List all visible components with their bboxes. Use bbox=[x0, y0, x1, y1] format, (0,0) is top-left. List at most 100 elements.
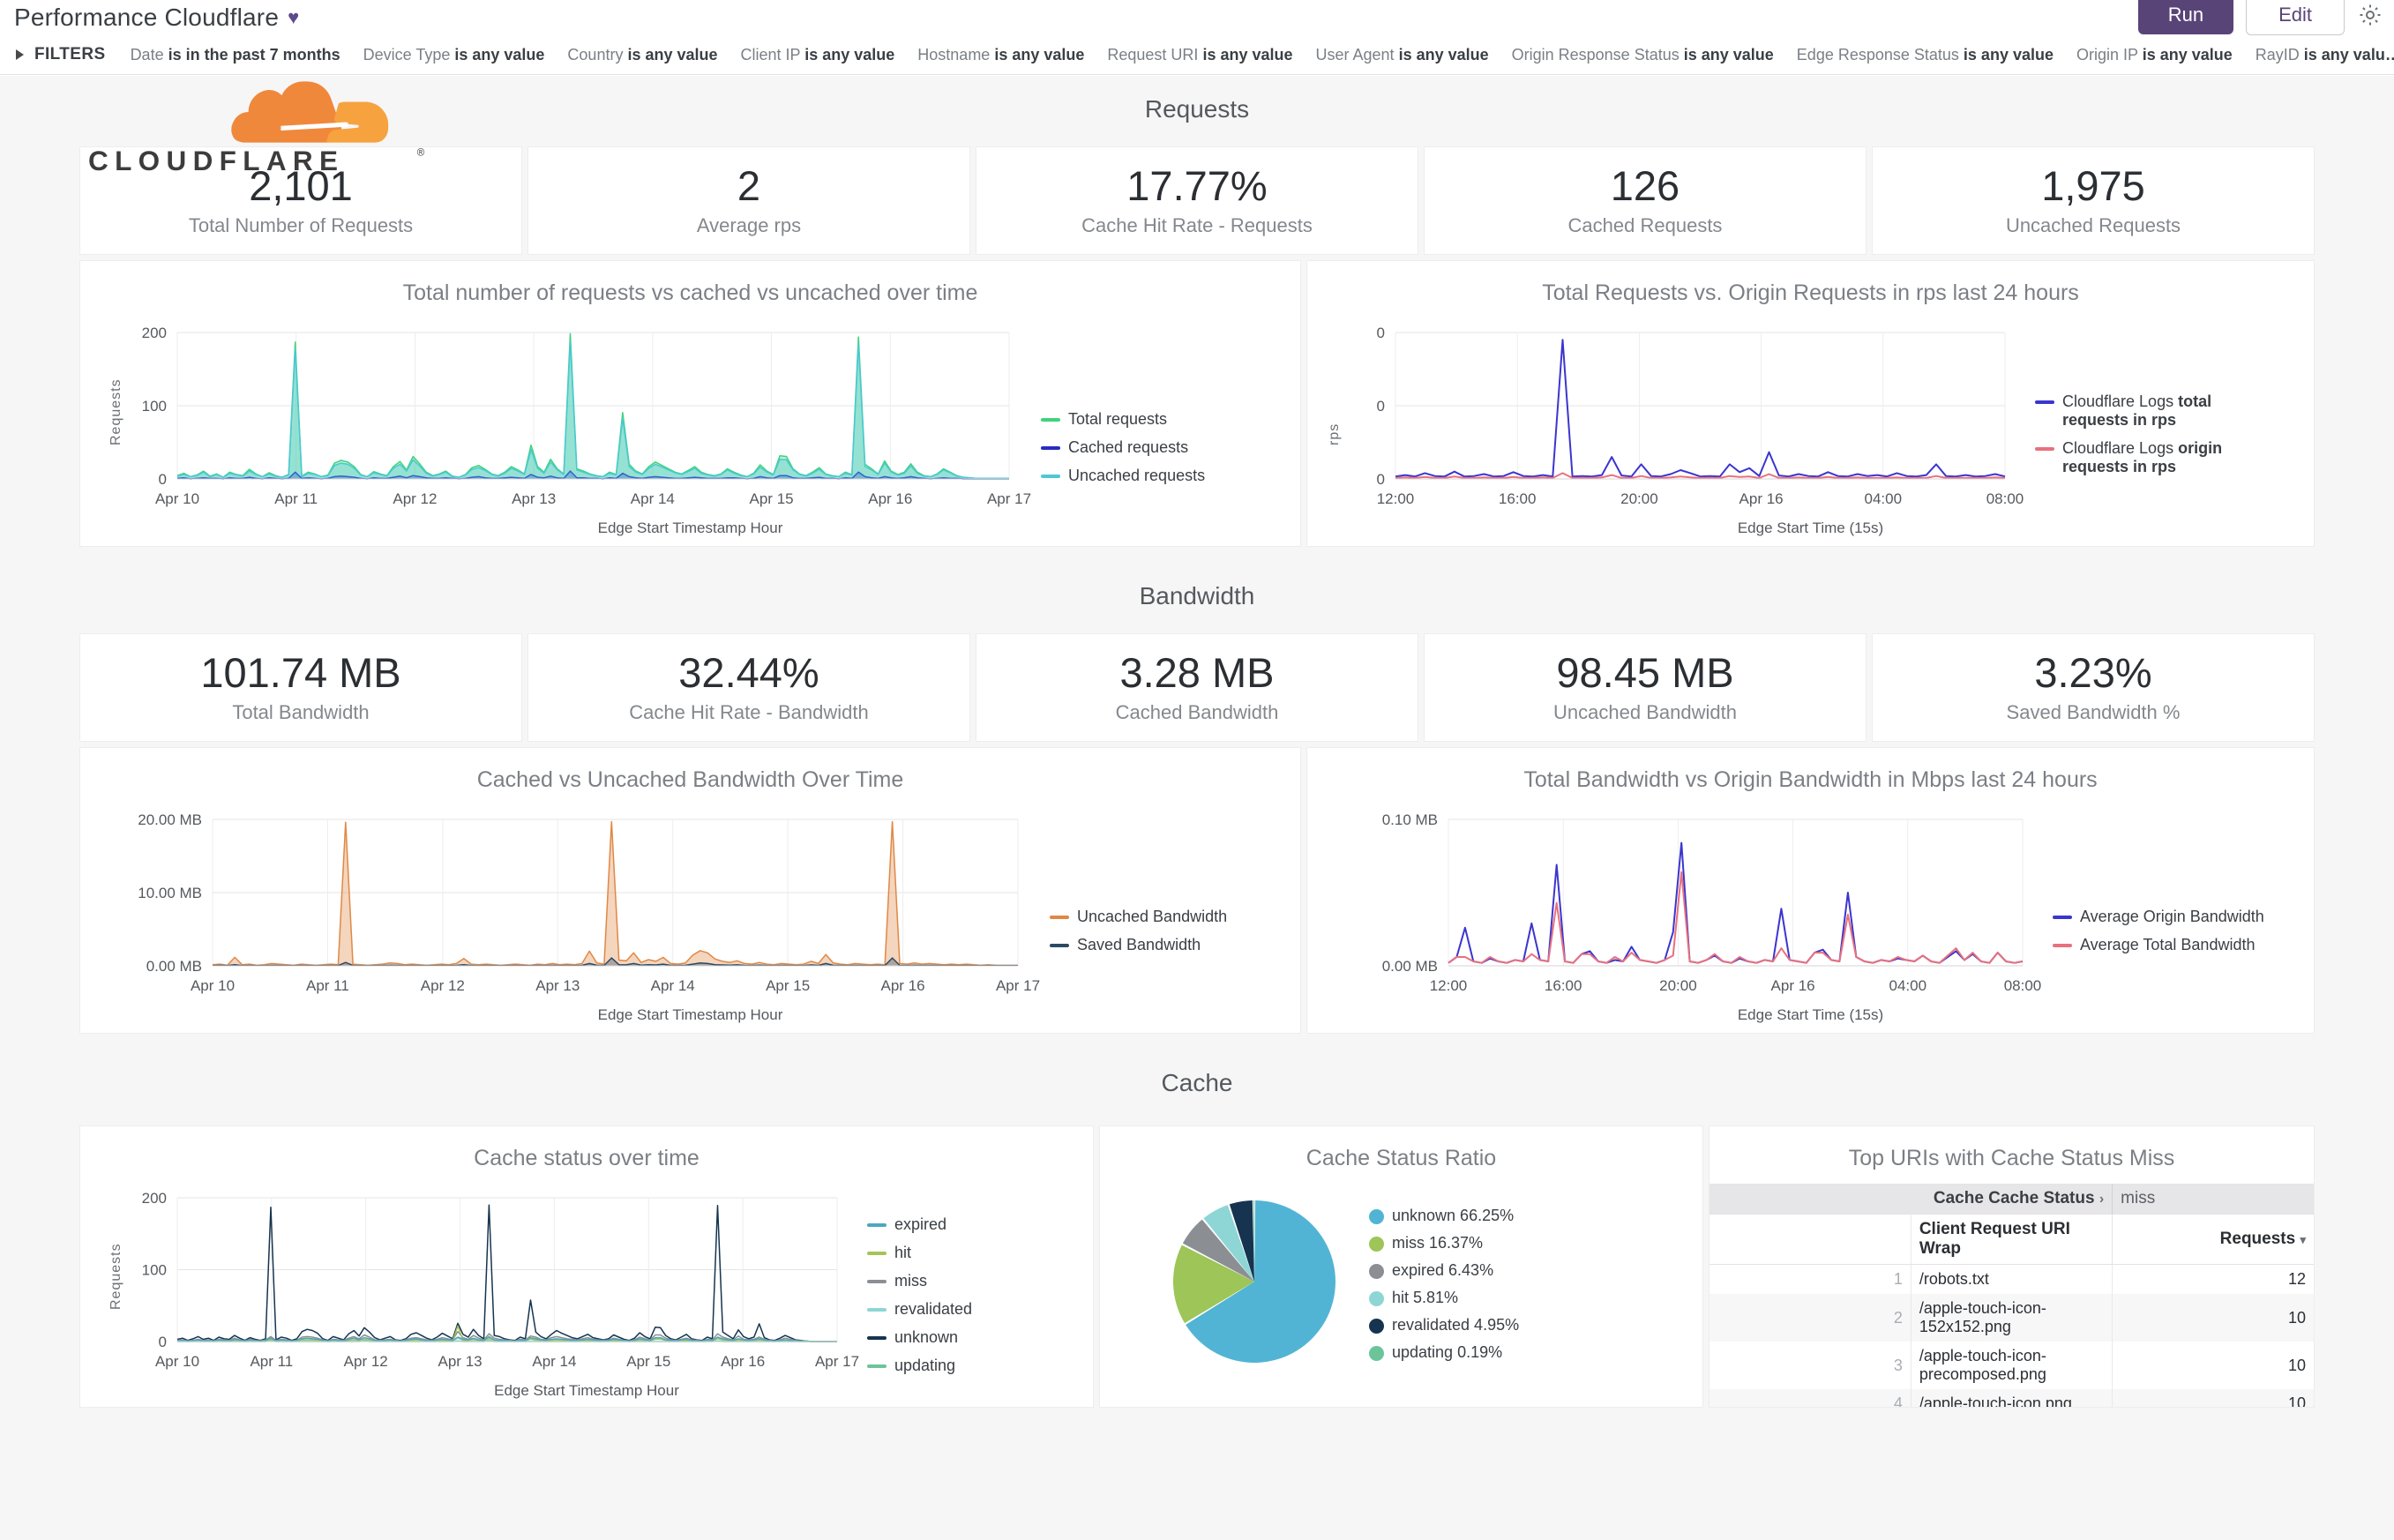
legend-label: Average Total Bandwidth bbox=[2080, 936, 2256, 953]
legend-swatch bbox=[2035, 447, 2054, 451]
row-index: 1 bbox=[1709, 1264, 1911, 1294]
run-button[interactable]: Run bbox=[2137, 0, 2234, 34]
svg-text:Apr 16: Apr 16 bbox=[1771, 977, 1815, 994]
table-group-header[interactable]: Cache Cache Status › bbox=[1709, 1184, 2113, 1215]
panel-requests-vs-origin[interactable]: Total Requests vs. Origin Requests in rp… bbox=[1306, 260, 2315, 547]
requests-kpi-tile[interactable]: 17.77% Cache Hit Rate - Requests bbox=[976, 146, 1418, 255]
filter-item[interactable]: Device Type is any value bbox=[363, 45, 545, 64]
panel-top-uris[interactable]: Top URIs with Cache Status Miss Cache Ca… bbox=[1709, 1125, 2315, 1408]
svg-text:0: 0 bbox=[1377, 398, 1385, 415]
legend-swatch bbox=[1041, 475, 1060, 478]
legend-item[interactable]: miss bbox=[867, 1272, 1061, 1290]
table-header-requests[interactable]: Requests ▾ bbox=[2112, 1214, 2314, 1265]
chart-bandwidth-vs-origin[interactable]: 0.00 MB 0.10 MB 12:00 16:00 20:00 Apr 16 04:00… bbox=[1307, 793, 2314, 1029]
edit-button[interactable]: Edit bbox=[2246, 0, 2345, 35]
table-row[interactable]: 2/apple-touch-icon-152x152.png 10 bbox=[1709, 1294, 2314, 1342]
panel-cache-status-ratio[interactable]: Cache Status Ratio unknown 66.25% miss 16… bbox=[1099, 1125, 1703, 1408]
legend-label: hit bbox=[894, 1244, 912, 1261]
filter-item[interactable]: Origin IP is any value bbox=[2076, 45, 2233, 64]
chart-bandwidth-over-time[interactable]: 0.00 MB 10.00 MB 20.00 MB Apr 10 Apr 11 Apr 1… bbox=[80, 793, 1300, 1029]
requests-kpi-tile[interactable]: 1,975 Uncached Requests bbox=[1872, 146, 2315, 255]
filter-item[interactable]: User Agent is any value bbox=[1315, 45, 1489, 64]
favorite-heart-icon[interactable]: ♥ bbox=[288, 6, 300, 28]
pie-legend: unknown 66.25% miss 16.37% expired 6.43% hi… bbox=[1369, 1207, 1519, 1362]
row-uri[interactable]: /apple-touch-icon-precomposed.png bbox=[1919, 1347, 2046, 1383]
bandwidth-kpi-tile[interactable]: 3.23% Saved Bandwidth % bbox=[1872, 633, 2315, 742]
svg-text:Apr 10: Apr 10 bbox=[191, 977, 235, 994]
legend-item[interactable]: Saved Bandwidth bbox=[1050, 936, 1244, 954]
table-row[interactable]: 4/apple-touch-icon.png 10 bbox=[1709, 1389, 2314, 1407]
svg-text:Apr 14: Apr 14 bbox=[532, 1353, 576, 1370]
legend-swatch bbox=[1369, 1209, 1384, 1224]
legend-item[interactable]: Cloudflare Logs origin requests in rps bbox=[2035, 439, 2256, 476]
legend-item[interactable]: Uncached Bandwidth bbox=[1050, 908, 1244, 926]
legend-item[interactable]: Average Total Bandwidth bbox=[2053, 936, 2291, 954]
filter-item[interactable]: Edge Response Status is any value bbox=[1796, 45, 2054, 64]
gear-icon[interactable] bbox=[2357, 2, 2383, 28]
legend-item[interactable]: hit 5.81% bbox=[1369, 1289, 1519, 1307]
requests-kpi-tile[interactable]: 2,101 Total Number of Requests bbox=[79, 146, 522, 255]
requests-kpi-tile[interactable]: 2 Average rps bbox=[527, 146, 970, 255]
legend-swatch bbox=[867, 1336, 887, 1340]
kpi-value: 2 bbox=[737, 161, 761, 209]
legend-swatch bbox=[867, 1308, 887, 1312]
svg-text:200: 200 bbox=[142, 325, 167, 341]
legend-item[interactable]: hit bbox=[867, 1244, 1061, 1262]
legend-item[interactable]: Uncached requests bbox=[1041, 467, 1235, 485]
legend-item[interactable]: revalidated bbox=[867, 1300, 1061, 1319]
legend-item[interactable]: expired bbox=[867, 1215, 1061, 1234]
row-uri[interactable]: /apple-touch-icon.png bbox=[1911, 1389, 2113, 1407]
legend-item[interactable]: expired 6.43% bbox=[1369, 1261, 1519, 1280]
svg-text:0.00 MB: 0.00 MB bbox=[146, 958, 202, 975]
chart-requests-over-time[interactable]: 0 100 200 Apr 10 Apr 11 Apr 12 Apr 13 Apr 14 Apr… bbox=[80, 306, 1300, 542]
filter-item[interactable]: RayID is any valu… bbox=[2255, 45, 2394, 64]
legend-item[interactable]: Cloudflare Logs total requests in rps bbox=[2035, 392, 2256, 430]
bandwidth-kpi-tile[interactable]: 3.28 MB Cached Bandwidth bbox=[976, 633, 1418, 742]
legend-item[interactable]: unknown 66.25% bbox=[1369, 1207, 1519, 1225]
legend-item[interactable]: Cached requests bbox=[1041, 438, 1235, 457]
filter-item[interactable]: Date is in the past 7 months bbox=[130, 45, 340, 64]
filters-toggle[interactable]: FILTERS bbox=[0, 45, 131, 64]
panel-cache-status-over-time[interactable]: Cache status over time 0 100 200 Apr 10 Apr … bbox=[79, 1125, 1094, 1408]
legend-item[interactable]: unknown bbox=[867, 1328, 1061, 1347]
filter-item[interactable]: Client IP is any value bbox=[740, 45, 895, 64]
svg-text:Apr 11: Apr 11 bbox=[250, 1353, 293, 1370]
x-axis-label: Edge Start Timestamp Hour bbox=[494, 1382, 679, 1399]
top-uris-body: 1/robots.txt 12 2/apple-touch-icon-152x152… bbox=[1709, 1264, 2314, 1407]
panel-bandwidth-over-time[interactable]: Cached vs Uncached Bandwidth Over Time 0… bbox=[79, 747, 1301, 1034]
legend-item[interactable]: Average Origin Bandwidth bbox=[2053, 908, 2291, 926]
filter-item[interactable]: Country is any value bbox=[567, 45, 718, 64]
legend-item[interactable]: updating bbox=[867, 1357, 1061, 1375]
svg-text:16:00: 16:00 bbox=[1499, 490, 1537, 507]
row-uri[interactable]: /apple-touch-icon-152x152.png bbox=[1911, 1294, 2113, 1342]
legend-item[interactable]: revalidated 4.95% bbox=[1369, 1316, 1519, 1334]
requests-kpi-tile[interactable]: 126 Cached Requests bbox=[1424, 146, 1867, 255]
panel-requests-over-time[interactable]: Total number of requests vs cached vs un… bbox=[79, 260, 1301, 547]
chart-cache-status-ratio[interactable]: unknown 66.25% miss 16.37% expired 6.43% hi… bbox=[1100, 1171, 1702, 1405]
chart-svg: 0 100 200 Apr 10 Apr 11 Apr 12 Apr 13 Apr 14 Apr… bbox=[142, 1190, 859, 1370]
chart-requests-vs-origin[interactable]: 0 0 0 12:00 16:00 20:00 Apr 16 04:00 08:00 rps Edg… bbox=[1307, 306, 2314, 542]
bandwidth-kpi-tile[interactable]: 32.44% Cache Hit Rate - Bandwidth bbox=[527, 633, 970, 742]
bandwidth-kpi-tile[interactable]: 101.74 MB Total Bandwidth bbox=[79, 633, 522, 742]
legend-item[interactable]: updating 0.19% bbox=[1369, 1343, 1519, 1362]
bandwidth-kpi-tile[interactable]: 98.45 MB Uncached Bandwidth bbox=[1424, 633, 1867, 742]
chart-cache-status-over-time[interactable]: 0 100 200 Apr 10 Apr 11 Apr 12 Apr 13 Apr 14 Apr… bbox=[80, 1171, 1093, 1405]
x-axis-label: Edge Start Time (15s) bbox=[1737, 520, 1884, 536]
legend-swatch bbox=[1369, 1237, 1384, 1252]
filter-item[interactable]: Origin Response Status is any value bbox=[1511, 45, 1774, 64]
row-uri[interactable]: /robots.txt bbox=[1919, 1270, 1989, 1288]
kpi-label: Uncached Bandwidth bbox=[1553, 701, 1737, 724]
legend-swatch bbox=[1050, 916, 1069, 919]
panel-bandwidth-vs-origin[interactable]: Total Bandwidth vs Origin Bandwidth in M… bbox=[1306, 747, 2315, 1034]
table-header-uri[interactable]: Client Request URI Wrap bbox=[1911, 1214, 2113, 1265]
filter-item[interactable]: Request URI is any value bbox=[1107, 45, 1293, 64]
filter-item[interactable]: Hostname is any value bbox=[917, 45, 1085, 64]
legend-item[interactable]: Total requests bbox=[1041, 410, 1235, 429]
x-axis-label: Edge Start Time (15s) bbox=[1737, 1006, 1884, 1023]
legend-item[interactable]: miss 16.37% bbox=[1369, 1234, 1519, 1252]
table-row[interactable]: 3/apple-touch-icon-precomposed.png 10 bbox=[1709, 1342, 2314, 1389]
table-row[interactable]: 1/robots.txt 12 bbox=[1709, 1264, 2314, 1294]
legend-label: Total requests bbox=[1068, 410, 1168, 428]
kpi-value: 32.44% bbox=[678, 648, 819, 696]
top-uris-table[interactable]: Cache Cache Status › miss Client Request… bbox=[1709, 1184, 2314, 1407]
